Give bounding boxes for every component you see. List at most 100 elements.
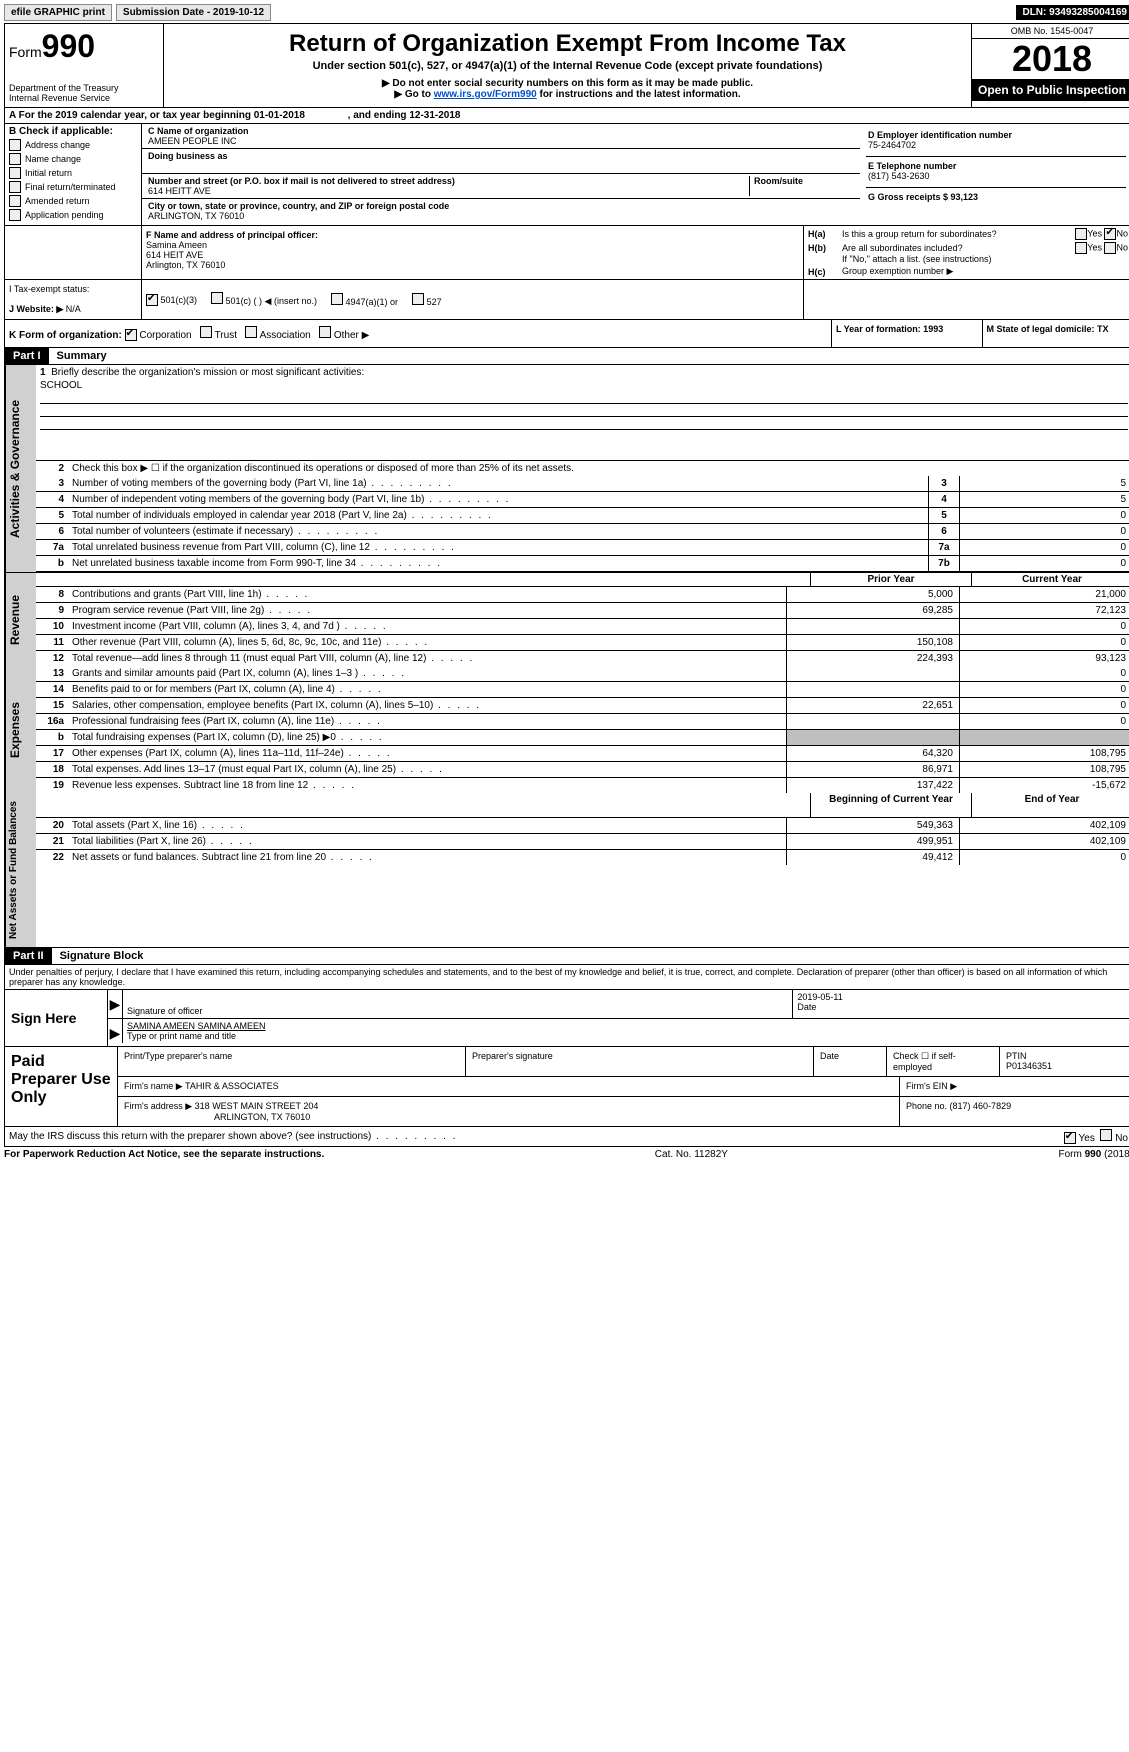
b-label: B Check if applicable: [9, 126, 137, 137]
street-addr: 614 HEITT AVE [148, 186, 749, 196]
paperwork-notice: For Paperwork Reduction Act Notice, see … [4, 1149, 324, 1160]
addr-change-label: Address change [25, 140, 90, 150]
data-line: bTotal fundraising expenses (Part IX, co… [36, 730, 1129, 746]
paid-preparer-block: Paid Preparer Use Only Print/Type prepar… [4, 1047, 1129, 1127]
discuss-row: May the IRS discuss this return with the… [4, 1127, 1129, 1147]
room-label: Room/suite [749, 176, 854, 196]
c-name-label: C Name of organization [148, 126, 854, 136]
city-value: ARLINGTON, TX 76010 [148, 211, 854, 221]
checkbox-addr-change[interactable] [9, 139, 21, 151]
addr-label: Number and street (or P.O. box if mail i… [148, 176, 749, 186]
expenses-section: Expenses 13Grants and similar amounts pa… [4, 666, 1129, 793]
data-line: 8Contributions and grants (Part VIII, li… [36, 587, 1129, 603]
discuss-yes-checkbox[interactable] [1064, 1132, 1076, 1144]
sig-officer-label: Signature of officer [127, 1006, 788, 1016]
revenue-section: Revenue Prior Year Current Year 8Contrib… [4, 572, 1129, 666]
org-name: AMEEN PEOPLE INC [148, 136, 854, 146]
l-year-formation: L Year of formation: 1993 [832, 320, 983, 347]
data-line: 20Total assets (Part X, line 16)549,3634… [36, 818, 1129, 834]
ha-yes-checkbox[interactable] [1075, 228, 1087, 240]
preparer-sig-label: Preparer's signature [466, 1047, 814, 1076]
data-line: 13Grants and similar amounts paid (Part … [36, 666, 1129, 682]
ssn-note: ▶ Do not enter social security numbers o… [168, 78, 967, 89]
data-line: 14Benefits paid to or for members (Part … [36, 682, 1129, 698]
hc-label: H(c) [808, 267, 842, 277]
firm-addr-label: Firm's address ▶ [124, 1101, 192, 1111]
checkbox-initial[interactable] [9, 167, 21, 179]
cat-no: Cat. No. 11282Y [655, 1149, 728, 1160]
hb-note: If "No," attach a list. (see instruction… [808, 254, 1128, 264]
checkbox-pending[interactable] [9, 209, 21, 221]
submission-date-label: Submission Date - 2019-10-12 [116, 4, 271, 21]
line1-label: Briefly describe the organization's miss… [51, 367, 364, 378]
name-change-label: Name change [25, 154, 81, 164]
checkbox-final[interactable] [9, 181, 21, 193]
hb-yes-checkbox[interactable] [1075, 242, 1087, 254]
f-officer-label: F Name and address of principal officer: [146, 230, 799, 240]
line2-text: Check this box ▶ ☐ if the organization d… [68, 462, 1129, 475]
mission-text: SCHOOL [40, 380, 1128, 391]
trust-checkbox[interactable] [200, 326, 212, 338]
data-line: 17Other expenses (Part IX, column (A), l… [36, 746, 1129, 762]
begin-year-header: Beginning of Current Year [810, 793, 971, 817]
hc-text: Group exemption number ▶ [842, 266, 953, 277]
data-line: 12Total revenue—add lines 8 through 11 (… [36, 651, 1129, 666]
prior-year-header: Prior Year [810, 573, 971, 586]
type-name-label: Type or print name and title [127, 1031, 1128, 1041]
phone-value: (817) 543-2630 [868, 171, 1124, 181]
footer: For Paperwork Reduction Act Notice, see … [4, 1147, 1129, 1162]
data-line: 11Other revenue (Part VIII, column (A), … [36, 635, 1129, 651]
pending-label: Application pending [25, 210, 104, 220]
ptin-value: P01346351 [1006, 1061, 1126, 1071]
goto-note: ▶ Go to www.irs.gov/Form990 for instruct… [168, 89, 967, 100]
k-label: K Form of organization: [9, 330, 122, 341]
g-receipts-label: G Gross receipts $ 93,123 [868, 192, 1124, 202]
ha-no-checkbox[interactable] [1104, 228, 1116, 240]
checkbox-amended[interactable] [9, 195, 21, 207]
hb-label: H(b) [808, 243, 842, 253]
sign-here-label: Sign Here [5, 990, 108, 1046]
typed-name-value: SAMINA AMEEN SAMINA AMEEN [127, 1021, 1128, 1031]
checkbox-name-change[interactable] [9, 153, 21, 165]
4947-checkbox[interactable] [331, 293, 343, 305]
end-year-header: End of Year [971, 793, 1129, 817]
assoc-checkbox[interactable] [245, 326, 257, 338]
gov-line: 4Number of independent voting members of… [36, 492, 1129, 508]
current-year-header: Current Year [971, 573, 1129, 586]
other-checkbox[interactable] [319, 326, 331, 338]
j-label: J Website: ▶ N/A [9, 304, 137, 315]
e-phone-label: E Telephone number [868, 161, 1124, 171]
hb-no-checkbox[interactable] [1104, 242, 1116, 254]
section-bcd: B Check if applicable: Address change Na… [4, 124, 1129, 226]
amended-label: Amended return [25, 196, 90, 206]
501c-checkbox[interactable] [211, 292, 223, 304]
net-assets-tab: Net Assets or Fund Balances [5, 793, 36, 947]
top-bar: efile GRAPHIC print Submission Date - 20… [4, 4, 1129, 21]
city-label: City or town, state or province, country… [148, 201, 854, 211]
form-ref: Form 990 (2018) [1059, 1149, 1129, 1160]
d-ein-label: D Employer identification number [868, 130, 1124, 140]
irs-link[interactable]: www.irs.gov/Form990 [434, 89, 537, 100]
ein-value: 75-2464702 [868, 140, 1124, 150]
firm-name-label: Firm's name ▶ [124, 1081, 183, 1091]
signature-arrow-icon: ▶ [108, 990, 122, 1018]
efile-button[interactable]: efile GRAPHIC print [4, 4, 112, 21]
form-subtitle: Under section 501(c), 527, or 4947(a)(1)… [168, 60, 967, 72]
gov-line: 6Total number of volunteers (estimate if… [36, 524, 1129, 540]
paid-preparer-label: Paid Preparer Use Only [5, 1047, 118, 1126]
data-line: 18Total expenses. Add lines 13–17 (must … [36, 762, 1129, 778]
527-checkbox[interactable] [412, 293, 424, 305]
discuss-no-checkbox[interactable] [1100, 1129, 1112, 1141]
sig-date-value: 2019-05-11 [797, 992, 1128, 1002]
501c3-checkbox[interactable] [146, 294, 158, 306]
period-row: A For the 2019 calendar year, or tax yea… [4, 108, 1129, 124]
data-line: 21Total liabilities (Part X, line 26)499… [36, 834, 1129, 850]
data-line: 16aProfessional fundraising fees (Part I… [36, 714, 1129, 730]
open-to-public: Open to Public Inspection [972, 79, 1129, 101]
corp-checkbox[interactable] [125, 329, 137, 341]
form-header: Form990 Department of the Treasury Inter… [4, 23, 1129, 108]
section-f-h: F Name and address of principal officer:… [4, 226, 1129, 280]
firm-name-value: TAHIR & ASSOCIATES [185, 1081, 279, 1091]
governance-section: Activities & Governance 1 Briefly descri… [4, 365, 1129, 572]
section-i-j: I Tax-exempt status: J Website: ▶ N/A 50… [4, 280, 1129, 320]
